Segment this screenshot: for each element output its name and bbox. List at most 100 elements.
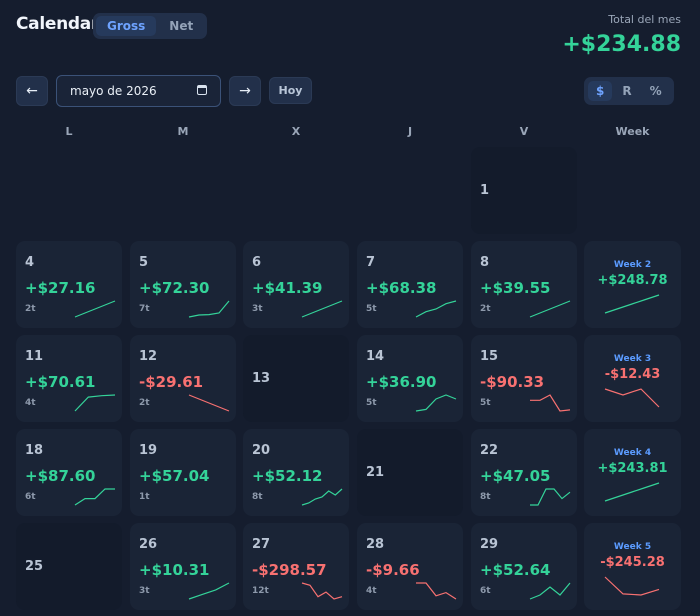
trade-count: 3t [139, 586, 150, 596]
day-pnl: +$72.30 [139, 279, 210, 297]
week-summary-card[interactable]: Week 5 -$245.28 [584, 523, 681, 610]
trade-count: 5t [366, 398, 377, 408]
day-number: 7 [366, 255, 376, 270]
day-sparkline [301, 582, 343, 600]
day-number: 5 [139, 255, 149, 270]
day-cell[interactable]: 28 -$9.66 4t [357, 523, 463, 610]
day-sparkline [529, 582, 571, 600]
week-label: Week 3 [613, 354, 652, 364]
trade-count: 6t [480, 586, 491, 596]
weekday-j: J [407, 125, 413, 138]
day-sparkline-line [301, 582, 343, 600]
day-sparkline [530, 394, 571, 412]
day-sparkline-line [188, 582, 230, 600]
day-cell[interactable]: 13 [243, 335, 349, 422]
next-month-button[interactable]: → [229, 76, 261, 106]
day-number: 20 [252, 443, 271, 458]
day-sparkline-line [415, 300, 457, 318]
day-pnl: +$10.31 [139, 561, 210, 579]
day-sparkline-line [74, 488, 115, 506]
day-cell[interactable]: 5 +$72.30 7t [130, 241, 236, 328]
day-sparkline-line [530, 394, 571, 412]
unit-toggle: $ R % [584, 77, 674, 105]
day-cell[interactable]: 21 [357, 429, 463, 516]
trade-count: 4t [366, 586, 377, 596]
trade-count: 6t [25, 492, 36, 502]
gross-tab[interactable]: Gross [96, 16, 157, 36]
month-picker[interactable]: mayo de 2026 [56, 75, 221, 107]
day-cell[interactable]: 19 +$57.04 1t [130, 429, 236, 516]
day-pnl: +$52.64 [480, 561, 551, 579]
weekday-x: X [291, 125, 301, 138]
day-cell[interactable]: 26 +$10.31 3t [130, 523, 236, 610]
trade-count: 5t [366, 304, 377, 314]
week-label: Week 4 [613, 448, 652, 458]
day-number: 22 [480, 443, 499, 458]
day-cell[interactable]: 1 [471, 147, 577, 234]
day-sparkline-line [188, 300, 230, 318]
day-cell[interactable]: 25 [16, 523, 122, 610]
unit-r-tab[interactable]: R [622, 84, 632, 98]
week-pnl: -$245.28 [600, 555, 665, 570]
day-cell[interactable]: 8 +$39.55 2t [471, 241, 577, 328]
day-number: 28 [366, 537, 385, 552]
day-pnl: +$41.39 [252, 279, 323, 297]
trade-count: 2t [480, 304, 491, 314]
day-sparkline-line [74, 394, 116, 412]
mode-toggle: Gross Net [93, 13, 208, 39]
net-tab[interactable]: Net [169, 19, 194, 33]
day-sparkline-line [188, 394, 230, 412]
day-pnl: -$9.66 [366, 561, 420, 579]
day-number: 18 [25, 443, 44, 458]
day-pnl: +$70.61 [25, 373, 96, 391]
day-cell[interactable]: 14 +$36.90 5t [357, 335, 463, 422]
trade-count: 4t [25, 398, 36, 408]
unit-dollar-tab[interactable]: $ [588, 81, 613, 101]
today-button[interactable]: Hoy [269, 77, 312, 104]
trade-count: 5t [480, 398, 491, 408]
day-pnl: -$298.57 [252, 561, 327, 579]
day-pnl: +$52.12 [252, 467, 323, 485]
day-cell[interactable]: 7 +$68.38 5t [357, 241, 463, 328]
day-number: 25 [25, 559, 44, 574]
day-cell[interactable]: 4 +$27.16 2t [16, 241, 122, 328]
day-cell[interactable]: 15 -$90.33 5t [471, 335, 577, 422]
day-pnl: +$39.55 [480, 279, 551, 297]
day-sparkline [74, 300, 116, 318]
day-sparkline [416, 582, 457, 600]
day-number: 14 [366, 349, 385, 364]
day-cell[interactable]: 6 +$41.39 3t [243, 241, 349, 328]
day-sparkline [188, 582, 230, 600]
day-cell[interactable]: 27 -$298.57 12t [243, 523, 349, 610]
trade-count: 8t [252, 492, 263, 502]
day-cell[interactable]: 22 +$47.05 8t [471, 429, 577, 516]
day-number: 1 [480, 183, 490, 198]
day-sparkline [301, 300, 343, 318]
unit-percent-tab[interactable]: % [649, 84, 662, 98]
day-cell[interactable]: 12 -$29.61 2t [130, 335, 236, 422]
day-cell[interactable]: 20 +$52.12 8t [243, 429, 349, 516]
trade-count: 7t [139, 304, 150, 314]
day-cell[interactable]: 29 +$52.64 6t [471, 523, 577, 610]
week-pnl: -$12.43 [604, 367, 661, 382]
day-number: 15 [480, 349, 499, 364]
week-label: Week 5 [613, 542, 652, 552]
day-sparkline [529, 300, 571, 318]
day-cell[interactable]: 11 +$70.61 4t [16, 335, 122, 422]
week-label: Week 2 [613, 260, 652, 270]
day-number: 11 [25, 349, 44, 364]
day-sparkline-line [529, 300, 571, 318]
day-sparkline-line [301, 488, 343, 506]
day-number: 26 [139, 537, 158, 552]
previous-month-button[interactable]: ← [16, 76, 48, 106]
week-summary-card[interactable]: Week 3 -$12.43 [584, 335, 681, 422]
week-summary-card[interactable]: Week 4 +$243.81 [584, 429, 681, 516]
week-summary-card[interactable]: Week 2 +$248.78 [584, 241, 681, 328]
calendar-icon[interactable] [197, 85, 207, 95]
day-cell[interactable]: 18 +$87.60 6t [16, 429, 122, 516]
week-sparkline-line [604, 576, 660, 596]
day-sparkline-line [301, 300, 343, 318]
week-sparkline-line [604, 388, 660, 408]
day-pnl: +$36.90 [366, 373, 437, 391]
day-sparkline [74, 488, 115, 506]
